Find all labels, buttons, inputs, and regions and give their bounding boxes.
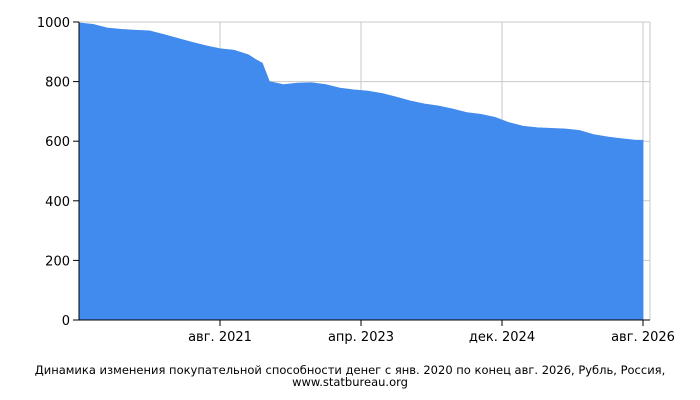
x-tick-label: авг. 2021	[188, 330, 252, 345]
y-tick-label: 400	[45, 195, 70, 210]
x-tick-label: авг. 2026	[611, 330, 675, 345]
y-axis-ticks: 0 200 400 600 800 1000	[37, 16, 79, 329]
y-tick-label: 0	[62, 314, 70, 329]
x-tick-label: дек. 2024	[469, 330, 535, 345]
y-tick-label: 1000	[37, 16, 70, 31]
y-tick-label: 200	[45, 254, 70, 269]
x-axis-ticks: авг. 2021 апр. 2023 дек. 2024 авг. 2026	[188, 320, 675, 345]
purchasing-power-area	[78, 22, 644, 321]
y-tick-label: 800	[45, 76, 70, 91]
x-tick-label: апр. 2023	[328, 330, 394, 345]
chart: 0 200 400 600 800 1000 авг. 2021 апр. 2023 дек.…	[37, 16, 675, 345]
y-tick-label: 600	[45, 135, 70, 150]
axes	[78, 22, 650, 321]
chart-caption: Динамика изменения покупательной способн…	[34, 363, 666, 389]
